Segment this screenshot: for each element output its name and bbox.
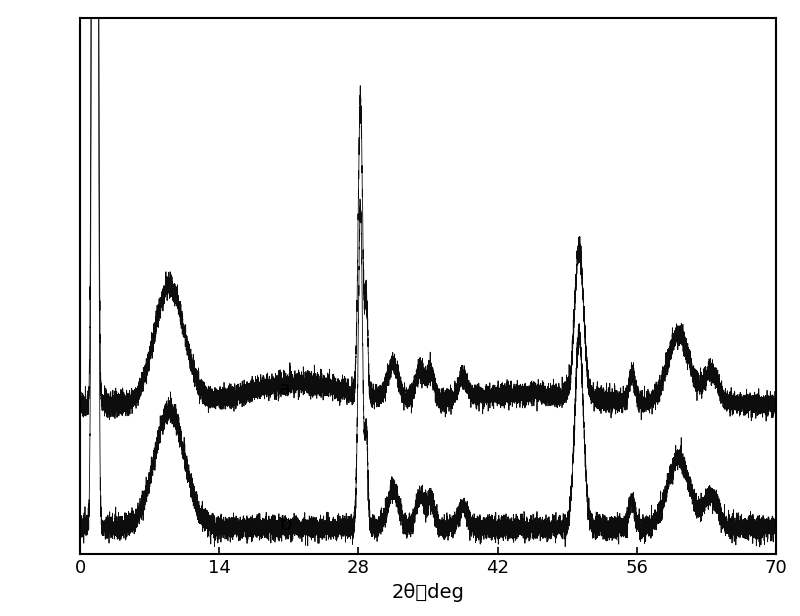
X-axis label: 2θ／deg: 2θ／deg [391, 583, 465, 602]
Text: a: a [279, 380, 290, 399]
Text: b: b [279, 515, 291, 534]
